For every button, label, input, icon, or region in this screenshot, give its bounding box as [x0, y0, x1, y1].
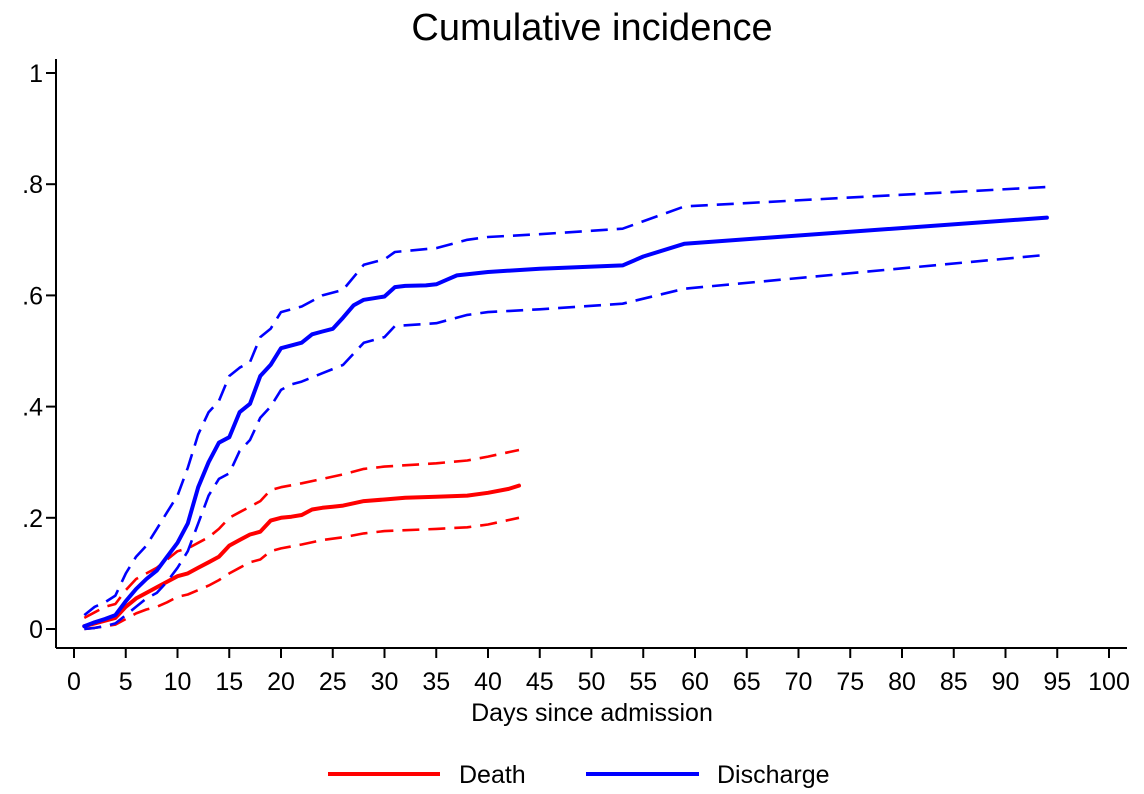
- y-tick-label: .8: [22, 171, 43, 199]
- x-tick-label: 85: [940, 668, 968, 696]
- y-tick-label: .4: [22, 394, 43, 422]
- x-tick-label: 60: [681, 668, 709, 696]
- y-tick-label: 0: [29, 616, 43, 644]
- x-tick-label: 65: [733, 668, 761, 696]
- x-tick-label: 95: [1043, 668, 1071, 696]
- confidence-interval-line-2: [84, 516, 520, 631]
- death-line: [82, 483, 521, 629]
- x-tick-label: 70: [785, 668, 813, 696]
- confidence-interval-line-1: [83, 448, 520, 620]
- x-tick-label: 55: [629, 668, 657, 696]
- x-tick-label: 100: [1088, 668, 1130, 696]
- x-tick-label: 25: [319, 668, 347, 696]
- legend: Death Discharge: [328, 761, 830, 789]
- series-layer: [82, 185, 1049, 631]
- chart-title: Cumulative incidence: [411, 7, 772, 49]
- confidence-interval-line-4: [83, 185, 1047, 617]
- x-tick-label: 45: [526, 668, 554, 696]
- x-tick-label: 15: [215, 668, 243, 696]
- x-tick-label: 30: [371, 668, 399, 696]
- x-axis-title: Days since admission: [471, 699, 713, 727]
- x-tick-label: 20: [267, 668, 295, 696]
- x-tick-label: 90: [992, 668, 1020, 696]
- x-tick-label: 80: [888, 668, 916, 696]
- x-tick-label: 10: [164, 668, 192, 696]
- x-tick-label: 75: [836, 668, 864, 696]
- y-tick-label: .6: [22, 282, 43, 310]
- y-tick-label: 1: [29, 60, 43, 88]
- axes: 0.2.4.6.810 5 10 15 20 25 30 35 40 45 50 55 60 65 70 75…: [22, 59, 1130, 696]
- x-tick-label: 5: [119, 668, 133, 696]
- legend-label-death: Death: [459, 761, 526, 789]
- x-tick-label: 40: [474, 668, 502, 696]
- x-tick-label: 35: [422, 668, 450, 696]
- x-tick-label: 0: [67, 668, 81, 696]
- x-tick-label: 50: [578, 668, 606, 696]
- y-tick-label: .2: [22, 505, 43, 533]
- legend-label-discharge: Discharge: [717, 761, 830, 789]
- discharge-line: [82, 215, 1049, 629]
- confidence-interval-line-5: [84, 253, 1048, 631]
